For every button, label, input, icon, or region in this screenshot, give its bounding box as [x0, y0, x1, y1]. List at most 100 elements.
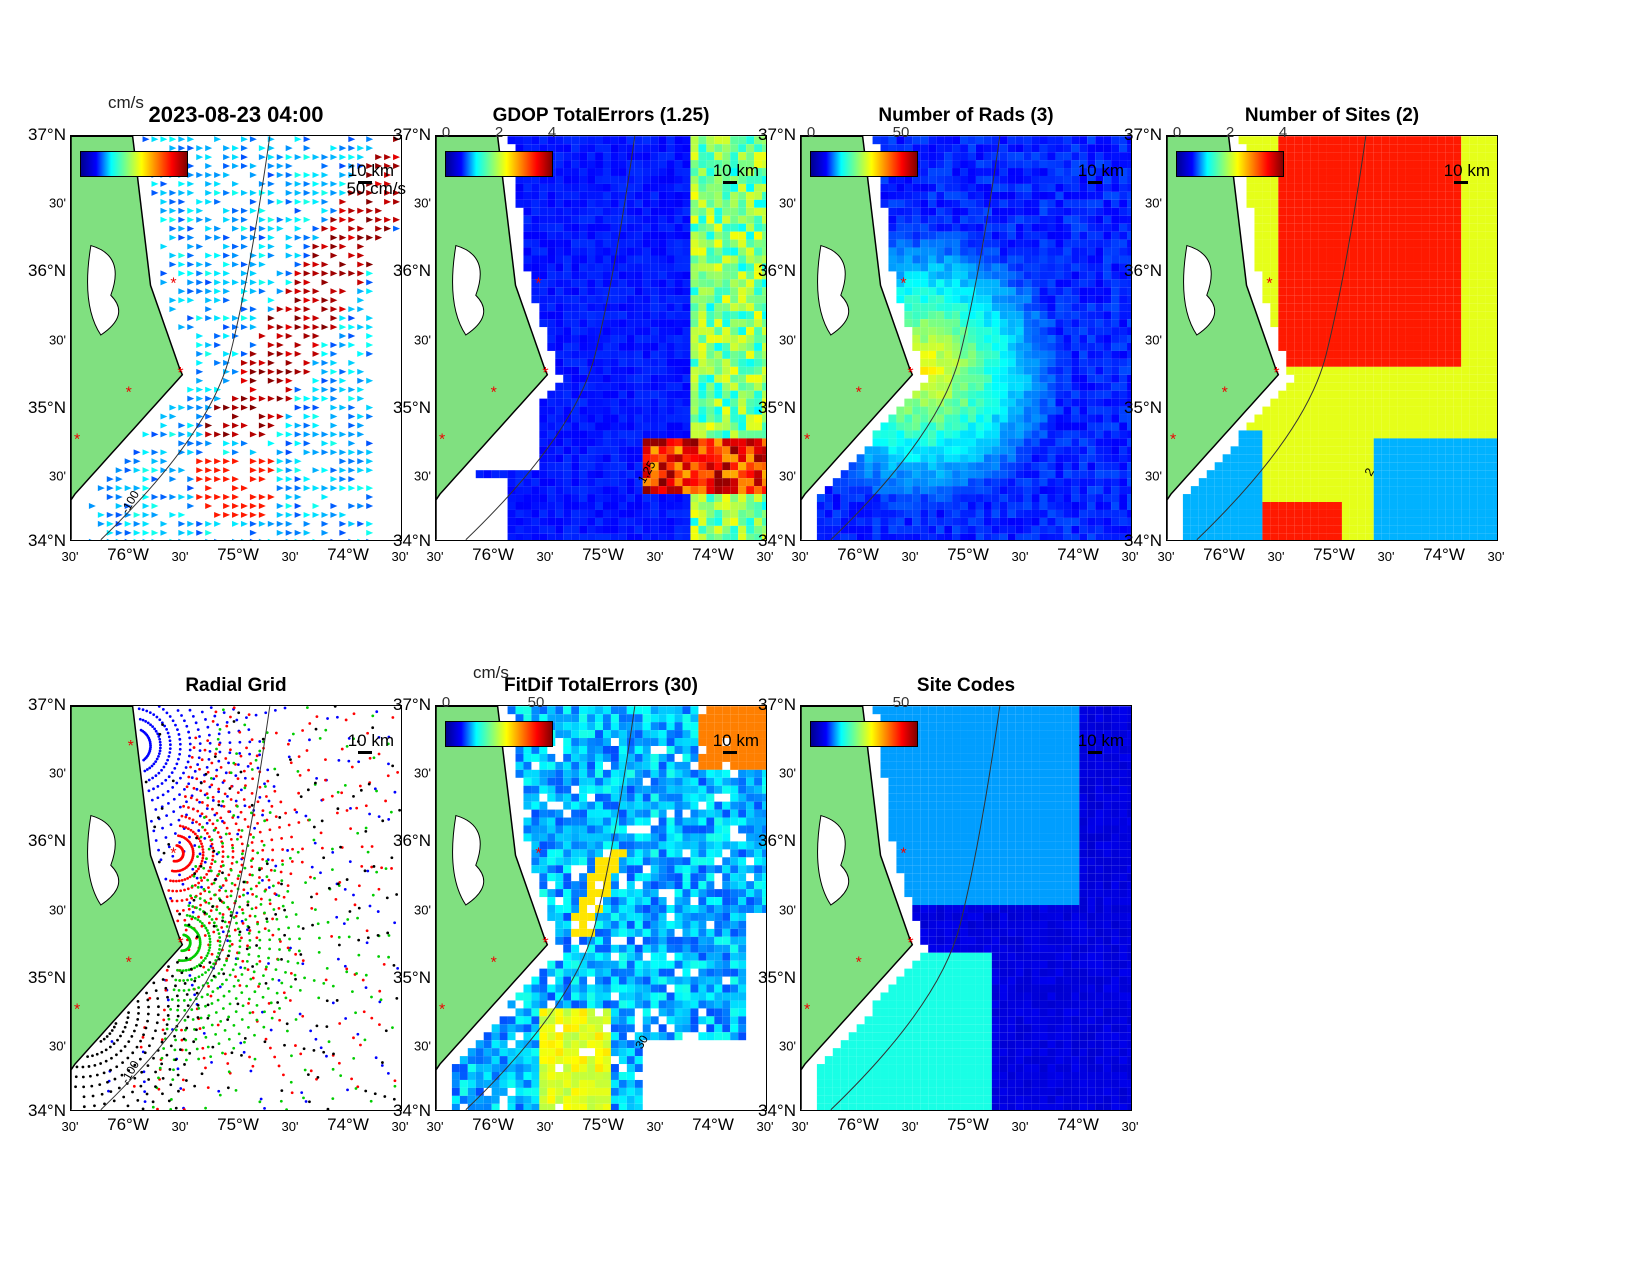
x-tick-label: 76°W	[472, 545, 514, 564]
colorbar: 0 50	[442, 694, 553, 747]
site-marker-icon: *	[177, 935, 183, 952]
y-tick-label: 36°N	[758, 261, 796, 280]
x-tick-label: 30'	[1487, 549, 1505, 564]
site-marker-icon: *	[804, 1001, 810, 1018]
x-tick-label: 30'	[901, 1119, 919, 1134]
y-tick-label: 36°N	[1124, 261, 1162, 280]
site-marker-icon: *	[542, 935, 548, 952]
bathymetry-contour	[1196, 136, 1367, 540]
y-tick-label: 30'	[49, 195, 66, 211]
site-marker-icon: *	[1170, 431, 1176, 448]
x-tick-label: 76°W	[107, 1115, 149, 1134]
y-tick-label: 34°N	[1124, 531, 1162, 550]
x-tick-label: 30'	[791, 1119, 809, 1134]
site-marker-icon: *	[856, 955, 862, 972]
site-marker-icon: *	[126, 385, 132, 402]
y-tick-label: 30'	[779, 468, 796, 484]
site-marker-icon: *	[74, 431, 80, 448]
x-tick-label: 76°W	[837, 545, 879, 564]
x-tick-label: 74°W	[1057, 545, 1099, 564]
y-tick-label: 30'	[414, 1038, 431, 1054]
sound-water	[452, 814, 485, 906]
scale-bar	[1454, 181, 1468, 184]
y-tick-label: 34°N	[28, 531, 66, 550]
y-tick-label: 36°N	[28, 261, 66, 280]
x-tick-label: 30'	[756, 549, 774, 564]
site-marker-icon: *	[74, 1001, 80, 1018]
site-marker-icon: *	[1266, 275, 1272, 292]
x-tick-label: 76°W	[107, 545, 149, 564]
y-tick-label: 30'	[49, 332, 66, 348]
scale-bar	[723, 751, 737, 754]
y-tick-label: 34°N	[758, 531, 796, 550]
x-tick-label: 30'	[646, 1119, 664, 1134]
site-marker-icon: *	[170, 845, 176, 862]
x-tick-label: 30'	[646, 549, 664, 564]
y-tick-label: 30'	[49, 902, 66, 918]
site-marker-icon: *	[491, 385, 497, 402]
sound-water	[87, 244, 120, 336]
x-tick-label: 75°W	[217, 545, 259, 564]
site-marker-icon: *	[535, 275, 541, 292]
y-tick-label: 30'	[49, 468, 66, 484]
y-tick-label: 37°N	[28, 695, 66, 714]
site-marker-icon: *	[907, 935, 913, 952]
site-marker-icon: *	[1273, 365, 1279, 382]
bathymetry-contour	[465, 706, 636, 1110]
x-tick-label: 74°W	[692, 1115, 734, 1134]
x-tick-label: 30'	[391, 549, 409, 564]
scale-label: 10 km	[1077, 731, 1124, 750]
y-tick-label: 30'	[779, 195, 796, 211]
map-panel-radialgrid: * * * * * Radial Grid 10 km -100 37°N 30' 36°N 30' 3…	[28, 675, 408, 1134]
sound-water	[452, 244, 485, 336]
panel-title: Number of Sites (2)	[1244, 105, 1420, 126]
x-tick-label: 30'	[426, 549, 444, 564]
colorbar-tick: 2	[494, 124, 504, 141]
site-marker-icon: *	[439, 1001, 445, 1018]
colorbar-tick: 2	[1225, 124, 1235, 141]
scale-bar	[723, 181, 737, 184]
bathymetry-contour	[100, 706, 271, 1110]
map-plot: *****	[800, 705, 1132, 1111]
x-tick-label: 30'	[281, 1119, 299, 1134]
scale-bar	[358, 181, 372, 184]
x-tick-label: 30'	[281, 549, 299, 564]
sound-water	[817, 244, 850, 336]
x-tick-label: 30'	[756, 1119, 774, 1134]
y-tick-label: 35°N	[758, 398, 796, 417]
y-tick-label: 36°N	[393, 261, 431, 280]
map-plot: *****	[1166, 135, 1498, 541]
y-tick-label: 35°N	[1124, 398, 1162, 417]
colorbar-tick: 4	[547, 124, 557, 141]
colorbar-units: cm/s	[473, 663, 509, 682]
y-tick-label: 36°N	[28, 831, 66, 850]
y-tick-label: 30'	[414, 332, 431, 348]
colorbar-units: cm/s	[108, 93, 144, 112]
y-tick-label: 35°N	[28, 398, 66, 417]
sound-water	[1183, 244, 1216, 336]
site-marker-icon: *	[900, 845, 906, 862]
y-tick-label: 30'	[414, 195, 431, 211]
site-marker-icon: *	[907, 365, 913, 382]
y-tick-label: 34°N	[393, 531, 431, 550]
y-tick-label: 30'	[49, 1038, 66, 1054]
x-tick-label: 30'	[61, 549, 79, 564]
scale-bar	[1088, 751, 1102, 754]
colorbar: 0 50	[807, 124, 918, 177]
x-tick-label: 75°W	[582, 545, 624, 564]
y-tick-label: 30'	[1145, 468, 1162, 484]
y-tick-label: 30'	[779, 765, 796, 781]
colorbar: 0 2 4	[1173, 124, 1287, 177]
map-plot: *****	[435, 135, 767, 541]
land	[801, 136, 914, 540]
x-tick-label: 30'	[791, 549, 809, 564]
map-plot: *****	[800, 135, 1132, 541]
x-tick-label: 74°W	[327, 545, 369, 564]
panel-title: GDOP TotalErrors (1.25)	[492, 105, 710, 126]
x-tick-label: 30'	[1011, 1119, 1029, 1134]
x-tick-label: 76°W	[1203, 545, 1245, 564]
